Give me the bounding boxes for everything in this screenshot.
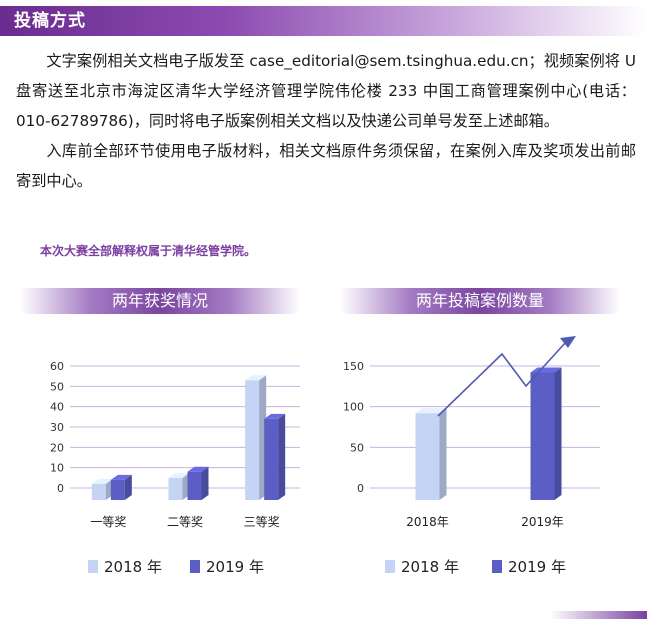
section-title: 投稿方式 (14, 11, 86, 31)
legend-item-2018: 2018 年 (88, 556, 162, 577)
legend2-item-2018: 2018 年 (385, 556, 459, 577)
rights-note: 本次大赛全部解释权属于清华经管学院。 (40, 244, 257, 258)
bar-0-0-front (91, 483, 106, 500)
bar-1-0-front (168, 477, 183, 500)
bar-0-0-top (91, 478, 113, 484)
y-tick-label: 40 (50, 401, 64, 414)
bar-0-0-side (439, 408, 447, 500)
bar-1-1-top (530, 367, 562, 373)
legend-label-2019: 2019 年 (206, 558, 264, 576)
bar-1-1-front (530, 372, 555, 500)
submissions-chart-title-bar: 两年投稿案例数量 (340, 288, 620, 314)
y-tick-label: 20 (50, 441, 64, 454)
bar-2-1-side (278, 413, 286, 500)
x-tick-label: 2019年 (521, 515, 564, 529)
legend2-label-2018: 2018 年 (401, 558, 459, 576)
legend-item-2019: 2019 年 (190, 556, 264, 577)
y-tick-label: 10 (50, 462, 64, 475)
body-text: 文字案例相关文档电子版发至 case_editorial@sem.tsinghu… (16, 46, 636, 196)
awards-chart-title: 两年获奖情况 (111, 291, 208, 310)
x-tick-label: 三等奖 (244, 515, 280, 529)
y-tick-label: 30 (50, 421, 64, 434)
y-tick-label: 0 (357, 482, 364, 495)
x-tick-label: 2018年 (406, 515, 449, 529)
bar-2-0-front (245, 380, 260, 500)
bar-1-1-side (554, 367, 562, 500)
legend-swatch-2019 (190, 560, 200, 573)
section-header-bar: 投稿方式 (0, 6, 647, 36)
bar-1-1-side (201, 466, 209, 500)
legend-swatch-2018 (88, 560, 98, 573)
bar-2-1-front (264, 418, 279, 500)
y-tick-label: 50 (50, 380, 64, 393)
bar-1-1-front (187, 471, 202, 500)
bar-2-1-top (264, 413, 286, 419)
y-tick-label: 60 (50, 360, 64, 373)
trend-arrow-line (437, 341, 567, 417)
bar-1-1-top (187, 466, 209, 472)
y-tick-label: 0 (57, 482, 64, 495)
submissions-chart-panel: 两年投稿案例数量 0 50 100 150 2018年 2019年 2018 年 2019… (330, 288, 630, 588)
bar-0-0-top (415, 408, 447, 414)
legend2-label-2019: 2019 年 (508, 558, 566, 576)
y-tick-label: 50 (350, 441, 364, 454)
awards-chart-panel: 两年获奖情况 0 10 20 30 40 50 60 一等奖 二等奖 三等奖 2018 年 201… (10, 288, 310, 588)
bar-2-0-top (245, 375, 267, 381)
submissions-chart: 0 50 100 150 2018年 2019年 (343, 336, 600, 529)
submissions-chart-title: 两年投稿案例数量 (415, 291, 544, 310)
paragraph-materials: 入库前全部环节使用电子版材料，相关文档原件务须保留，在案例入库及奖项发出前邮寄到… (16, 142, 636, 190)
x-tick-label: 二等奖 (167, 515, 203, 529)
bar-0-1-top (110, 474, 132, 480)
awards-chart: 0 10 20 30 40 50 60 一等奖 二等奖 三等奖 (50, 360, 300, 529)
bar-0-1-side (124, 474, 132, 500)
x-tick-label: 一等奖 (90, 515, 126, 529)
legend2-swatch-2018 (385, 560, 395, 573)
y-tick-label: 100 (343, 401, 364, 414)
awards-chart-title-bar: 两年获奖情况 (20, 288, 300, 314)
bar-1-0-top (168, 472, 190, 478)
trend-arrow-head (560, 336, 576, 348)
bottom-accent-line (0, 611, 647, 619)
bar-0-1-front (110, 479, 125, 500)
legend2-item-2019: 2019 年 (492, 556, 566, 577)
bar-0-0-front (415, 413, 440, 500)
legend-label-2018: 2018 年 (104, 558, 162, 576)
legend2-swatch-2019 (492, 560, 502, 573)
y-tick-label: 150 (343, 360, 364, 373)
paragraph-submission: 文字案例相关文档电子版发至 case_editorial@sem.tsinghu… (16, 52, 636, 130)
